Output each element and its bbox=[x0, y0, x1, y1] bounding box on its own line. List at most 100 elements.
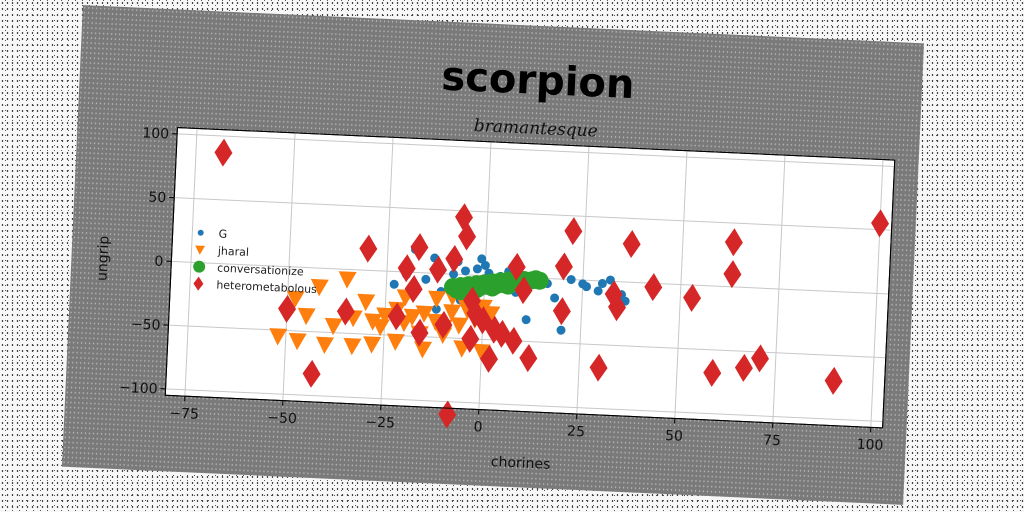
point-jharal bbox=[482, 305, 501, 324]
point-jharal bbox=[386, 333, 405, 351]
point-heterometabolous bbox=[445, 244, 464, 273]
y-tick-label: 100 bbox=[142, 125, 169, 142]
point-heterometabolous bbox=[458, 222, 477, 251]
point-jharal bbox=[357, 293, 376, 312]
legend-label-conversationize: conversationize bbox=[217, 262, 304, 279]
scatter-chart: scorpion bramantesque −75 −50 −25 0 25 50 75 10… bbox=[94, 54, 896, 473]
point-g bbox=[431, 304, 441, 314]
plot-frame bbox=[164, 127, 896, 429]
point-conversationize bbox=[499, 276, 518, 295]
point-jharal bbox=[363, 336, 382, 354]
point-heterometabolous bbox=[608, 293, 627, 322]
point-heterometabolous bbox=[507, 252, 526, 281]
point-g bbox=[449, 269, 459, 279]
point-heterometabolous bbox=[724, 228, 743, 257]
y-grid-line bbox=[177, 133, 895, 167]
point-heterometabolous bbox=[703, 358, 722, 387]
point-g bbox=[461, 266, 471, 276]
point-heterometabolous bbox=[734, 353, 753, 382]
point-g bbox=[477, 254, 487, 264]
point-heterometabolous bbox=[622, 230, 641, 258]
point-heterometabolous bbox=[410, 233, 429, 262]
chart-figure: scorpion bramantesque −75 −50 −25 0 25 50 75 10… bbox=[61, 5, 925, 505]
point-heterometabolous bbox=[434, 310, 453, 339]
point-heterometabolous bbox=[455, 203, 474, 232]
point-heterometabolous bbox=[485, 315, 504, 344]
point-heterometabolous bbox=[683, 283, 702, 312]
point-heterometabolous bbox=[871, 209, 890, 238]
point-heterometabolous bbox=[410, 318, 429, 347]
point-heterometabolous bbox=[504, 326, 523, 355]
legend-label-g: G bbox=[218, 228, 227, 241]
point-jharal bbox=[472, 343, 491, 362]
point-heterometabolous bbox=[278, 294, 297, 323]
point-g bbox=[480, 260, 490, 270]
point-heterometabolous bbox=[589, 353, 608, 382]
point-jharal bbox=[376, 307, 395, 325]
point-g bbox=[597, 279, 607, 289]
x-tick-label: 25 bbox=[567, 424, 586, 441]
point-heterometabolous bbox=[554, 252, 573, 281]
legend-label-jharal: jharal bbox=[217, 244, 250, 258]
point-heterometabolous bbox=[564, 217, 583, 246]
point-g bbox=[550, 293, 560, 303]
chart-title: scorpion bbox=[440, 54, 635, 109]
point-jharal bbox=[297, 307, 316, 326]
y-tick-label: −100 bbox=[119, 380, 158, 398]
point-heterometabolous bbox=[480, 344, 499, 373]
point-conversationize bbox=[483, 278, 502, 297]
point-heterometabolous bbox=[302, 359, 321, 388]
y-grid-line bbox=[168, 324, 886, 359]
point-jharal bbox=[269, 328, 288, 346]
point-heterometabolous bbox=[723, 260, 742, 289]
point-jharal bbox=[286, 290, 305, 308]
point-conversationize bbox=[451, 282, 470, 301]
point-heterometabolous bbox=[336, 297, 355, 326]
y-grid-line bbox=[165, 388, 883, 422]
data-points bbox=[214, 138, 890, 429]
chart-subtitle: bramantesque bbox=[473, 116, 598, 142]
point-heterometabolous bbox=[397, 254, 416, 283]
y-tick-label: 0 bbox=[154, 254, 164, 270]
point-heterometabolous bbox=[387, 302, 406, 331]
point-g bbox=[556, 325, 566, 335]
legend-marker-g bbox=[197, 229, 204, 236]
x-tick-label: 50 bbox=[665, 428, 684, 445]
legend-label-heterometabolous: heterometabolous bbox=[216, 278, 317, 296]
x-tick-label: −75 bbox=[169, 405, 199, 422]
y-tick-label: −50 bbox=[131, 316, 161, 333]
point-jharal bbox=[343, 337, 362, 356]
point-heterometabolous bbox=[824, 366, 843, 395]
point-heterometabolous bbox=[214, 138, 233, 167]
point-heterometabolous bbox=[514, 276, 533, 305]
point-jharal bbox=[316, 336, 335, 355]
point-g bbox=[582, 282, 592, 292]
point-g bbox=[472, 264, 482, 274]
point-jharal bbox=[371, 318, 390, 337]
point-heterometabolous bbox=[429, 255, 448, 284]
point-jharal bbox=[310, 278, 329, 297]
y-tick-label: 50 bbox=[148, 190, 167, 207]
legend-marker-heterometabolous bbox=[193, 276, 204, 291]
point-heterometabolous bbox=[492, 319, 511, 348]
point-heterometabolous bbox=[604, 280, 623, 309]
point-jharal bbox=[428, 290, 447, 309]
point-g bbox=[566, 275, 576, 285]
point-heterometabolous bbox=[473, 306, 492, 335]
point-jharal bbox=[403, 308, 422, 327]
point-jharal bbox=[288, 332, 307, 351]
point-jharal bbox=[415, 305, 434, 323]
point-g bbox=[605, 275, 615, 285]
point-heterometabolous bbox=[751, 344, 770, 373]
point-heterometabolous bbox=[466, 299, 485, 328]
y-grid-line bbox=[174, 197, 892, 231]
point-heterometabolous bbox=[552, 297, 571, 326]
x-tick-label: 75 bbox=[763, 432, 782, 449]
point-conversationize bbox=[530, 271, 549, 290]
point-jharal bbox=[324, 317, 343, 336]
point-heterometabolous bbox=[461, 324, 480, 353]
point-g bbox=[421, 274, 431, 284]
point-heterometabolous bbox=[438, 400, 457, 429]
x-tick-label: 100 bbox=[856, 437, 883, 454]
